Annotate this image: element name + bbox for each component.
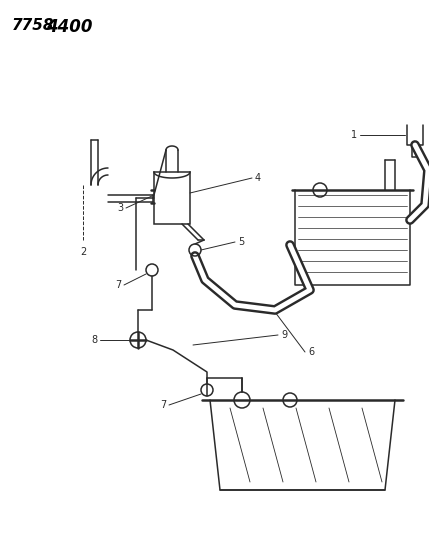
- Text: 7: 7: [115, 280, 121, 290]
- Text: 2: 2: [80, 247, 86, 257]
- Text: 3: 3: [117, 203, 123, 213]
- Bar: [154, 172, 190, 224]
- Text: 9: 9: [281, 330, 287, 340]
- Text: 1: 1: [351, 130, 357, 140]
- Text: 4400: 4400: [46, 18, 93, 36]
- Text: 7758: 7758: [12, 18, 54, 33]
- Text: 6: 6: [308, 347, 314, 357]
- Text: 8: 8: [91, 335, 97, 345]
- Text: 4: 4: [255, 173, 261, 183]
- Text: 5: 5: [238, 237, 244, 247]
- Text: 7: 7: [160, 400, 166, 410]
